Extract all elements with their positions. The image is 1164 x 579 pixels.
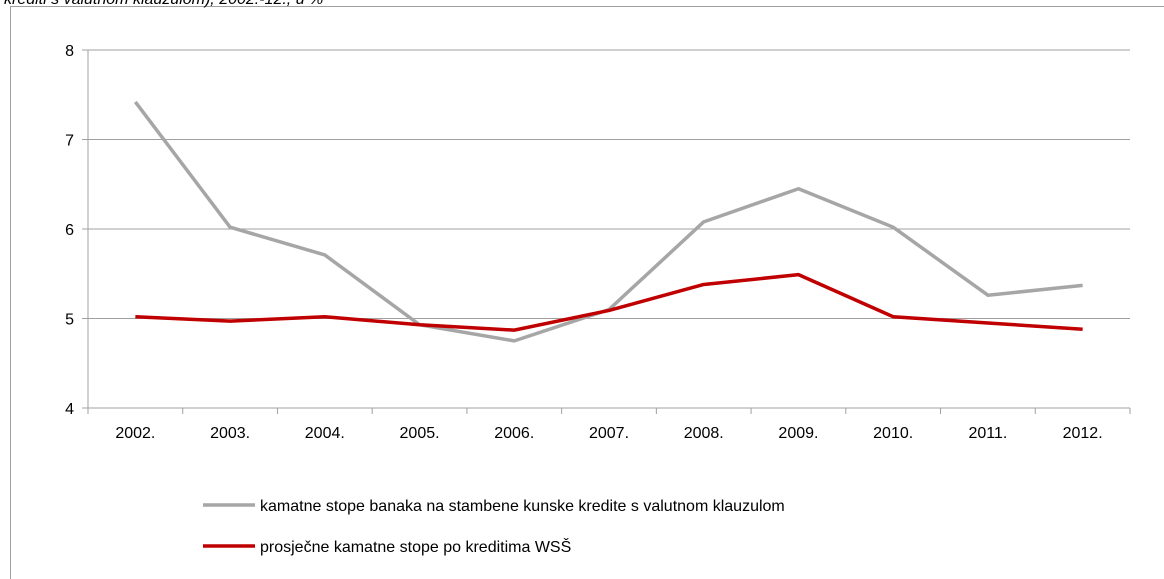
x-tick-label: 2008. (684, 425, 724, 442)
y-tick-label: 7 (65, 133, 74, 150)
legend-label: prosječne kamatne stope po kreditima WSŠ (260, 537, 571, 556)
x-tick-label: 2002. (115, 425, 155, 442)
x-tick-label: 2004. (305, 425, 345, 442)
x-tick-label: 2005. (400, 425, 440, 442)
x-tick-label: 2006. (494, 425, 534, 442)
chart-title: krediti s valutnom klauzulom), 2002.-12.… (4, 0, 323, 8)
y-tick-label: 4 (65, 401, 74, 418)
legend-label: kamatne stope banaka na stambene kunske … (260, 498, 785, 515)
y-tick-label: 6 (65, 222, 74, 239)
chart-frame (10, 6, 1164, 579)
x-tick-label: 2007. (589, 425, 629, 442)
x-tick-label: 2012. (1063, 425, 1103, 442)
y-tick-label: 8 (65, 43, 74, 60)
x-tick-label: 2009. (778, 425, 818, 442)
y-tick-label: 5 (65, 312, 74, 329)
x-tick-label: 2003. (210, 425, 250, 442)
data-line (135, 272, 1083, 332)
x-tick-label: 2010. (873, 425, 913, 442)
x-tick-label: 2011. (968, 425, 1007, 442)
